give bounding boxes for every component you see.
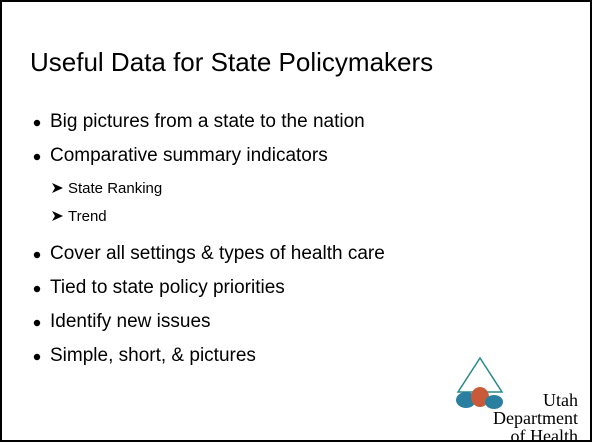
bullet-text: Tied to state policy priorities — [50, 277, 285, 298]
bullet-text: Simple, short, & pictures — [50, 345, 256, 366]
bullet-dot — [33, 285, 41, 293]
bullet-dot — [33, 119, 41, 127]
logo-text: Department — [493, 408, 578, 428]
bullet-text: Cover all settings & types of health car… — [50, 243, 385, 264]
bullet-text: Identify new issues — [50, 311, 211, 332]
logo-icon — [456, 356, 504, 409]
sub-bullet-arrow — [52, 211, 63, 221]
sub-bullet-arrow — [52, 183, 63, 193]
logo-text: of Health — [511, 426, 578, 442]
bullet-text: Big pictures from a state to the nation — [50, 111, 365, 132]
content: Big pictures from a state to the nation C… — [33, 111, 578, 442]
logo-shape — [485, 395, 503, 409]
bullet-dot — [33, 319, 41, 327]
sub-bullet-text: Trend — [68, 208, 107, 225]
logo-text: Utah — [543, 390, 578, 410]
bullet-dot — [33, 251, 41, 259]
slide-title: Useful Data for State Policymakers — [30, 47, 433, 77]
bullet-dot — [33, 353, 41, 361]
logo-shape — [456, 392, 476, 408]
logo-shape — [471, 387, 489, 407]
bullet-dot — [33, 153, 41, 161]
sub-bullet-text: State Ranking — [68, 180, 162, 197]
bullet-text: Comparative summary indicators — [50, 145, 328, 166]
